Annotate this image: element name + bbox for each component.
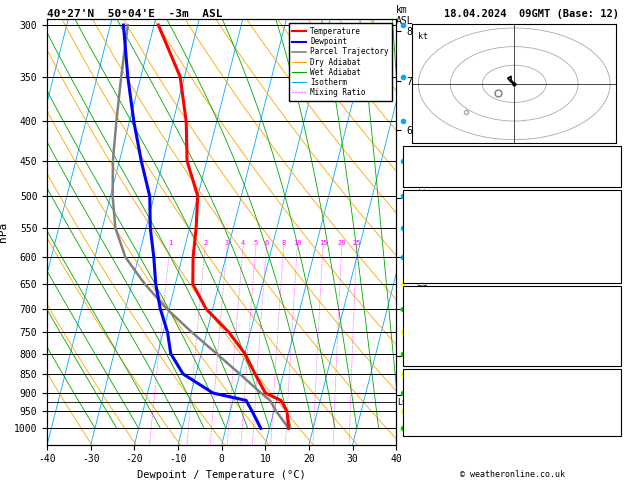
Text: StmDir: StmDir: [406, 410, 438, 419]
Text: 4: 4: [241, 240, 245, 246]
Text: 2: 2: [612, 423, 618, 432]
Text: Surface: Surface: [493, 191, 531, 200]
Text: -10: -10: [601, 383, 618, 393]
Text: 20: 20: [338, 240, 346, 246]
Text: 15: 15: [319, 240, 327, 246]
Text: θᴇ (K): θᴇ (K): [406, 313, 438, 323]
Text: 0.78: 0.78: [596, 174, 618, 183]
Text: 10: 10: [293, 240, 302, 246]
Text: 6: 6: [264, 240, 269, 246]
Text: 8: 8: [282, 240, 286, 246]
Text: Most Unstable: Most Unstable: [477, 287, 547, 296]
Text: PW (cm): PW (cm): [406, 174, 444, 183]
Text: θᴇ(K): θᴇ(K): [406, 230, 433, 240]
Text: Lifted Index: Lifted Index: [406, 327, 471, 336]
Text: CAPE (J): CAPE (J): [406, 340, 449, 349]
Text: -16: -16: [601, 147, 618, 156]
Text: 0: 0: [612, 270, 618, 279]
Text: 0: 0: [612, 340, 618, 349]
Text: Dewp (°C): Dewp (°C): [406, 217, 455, 226]
Text: 307: 307: [601, 313, 618, 323]
Text: SREH: SREH: [406, 397, 428, 406]
Text: K: K: [406, 147, 412, 156]
Text: 1: 1: [168, 240, 172, 246]
Text: 2: 2: [203, 240, 208, 246]
Text: EH: EH: [406, 383, 417, 393]
Text: Hodograph: Hodograph: [488, 370, 536, 380]
Text: LCL: LCL: [398, 398, 413, 407]
Text: 25: 25: [352, 240, 361, 246]
Text: 40°27'N  50°04'E  -3m  ASL: 40°27'N 50°04'E -3m ASL: [47, 9, 223, 18]
Text: 14.4: 14.4: [596, 204, 618, 213]
Text: 0: 0: [612, 257, 618, 266]
Legend: Temperature, Dewpoint, Parcel Trajectory, Dry Adiabat, Wet Adiabat, Isotherm, Mi: Temperature, Dewpoint, Parcel Trajectory…: [289, 23, 392, 101]
Text: CIN (J): CIN (J): [406, 270, 444, 279]
Text: CIN (J): CIN (J): [406, 353, 444, 362]
Text: Temp (°C): Temp (°C): [406, 204, 455, 213]
Text: 230°: 230°: [596, 410, 618, 419]
Text: km: km: [396, 5, 408, 15]
Text: 17: 17: [607, 327, 618, 336]
Text: 8: 8: [612, 217, 618, 226]
Text: CAPE (J): CAPE (J): [406, 257, 449, 266]
Text: 33: 33: [607, 160, 618, 170]
Text: Totals Totals: Totals Totals: [406, 160, 476, 170]
Text: © weatheronline.co.uk: © weatheronline.co.uk: [460, 470, 564, 479]
Text: Pressure (mb): Pressure (mb): [406, 300, 476, 310]
Text: ASL: ASL: [396, 16, 414, 26]
X-axis label: Dewpoint / Temperature (°C): Dewpoint / Temperature (°C): [137, 470, 306, 480]
Text: StmSpd (kt): StmSpd (kt): [406, 423, 465, 432]
Text: 11: 11: [607, 243, 618, 253]
Text: 305: 305: [601, 230, 618, 240]
Text: Lifted Index: Lifted Index: [406, 243, 471, 253]
Text: 3: 3: [225, 240, 229, 246]
Text: kt: kt: [418, 32, 428, 41]
Y-axis label: hPa: hPa: [0, 222, 8, 242]
Text: 0: 0: [612, 353, 618, 362]
Text: 750: 750: [601, 300, 618, 310]
Text: 5: 5: [253, 240, 258, 246]
Text: -11: -11: [601, 397, 618, 406]
Text: 18.04.2024  09GMT (Base: 12): 18.04.2024 09GMT (Base: 12): [444, 9, 619, 19]
Y-axis label: Mixing Ratio (g/kg): Mixing Ratio (g/kg): [416, 176, 426, 288]
